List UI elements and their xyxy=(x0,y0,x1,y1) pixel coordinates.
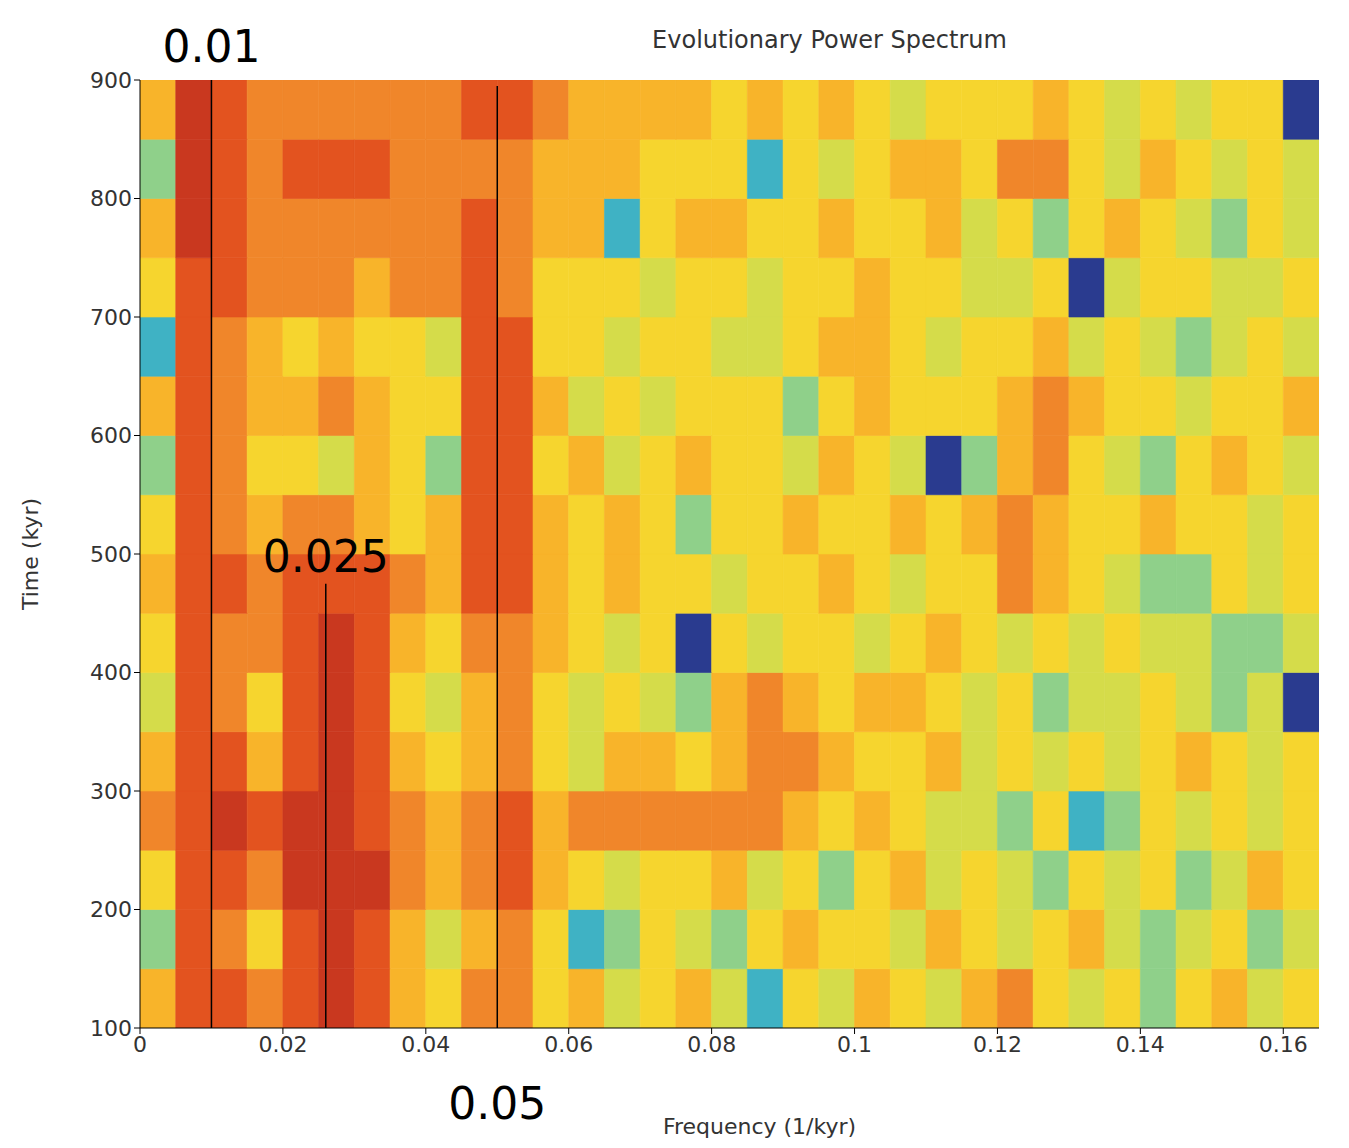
svg-text:800: 800 xyxy=(90,186,132,211)
svg-text:Time (kyr): Time (kyr) xyxy=(18,498,43,611)
svg-text:0.05: 0.05 xyxy=(448,1078,546,1129)
svg-text:0.06: 0.06 xyxy=(544,1032,593,1057)
svg-text:0.025: 0.025 xyxy=(263,531,389,582)
html-text:Evolutionary Power Spectrum: Evolutionary Power Spectrum xyxy=(652,26,1007,54)
svg-text:400: 400 xyxy=(90,660,132,685)
svg-text:0.1: 0.1 xyxy=(837,1032,872,1057)
svg-text:0: 0 xyxy=(133,1032,147,1057)
svg-text:0.04: 0.04 xyxy=(401,1032,450,1057)
svg-text:0.01: 0.01 xyxy=(162,21,260,72)
svg-text:0.08: 0.08 xyxy=(687,1032,736,1057)
svg-text:0.02: 0.02 xyxy=(258,1032,307,1057)
svg-text:0.12: 0.12 xyxy=(973,1032,1022,1057)
svg-text:600: 600 xyxy=(90,423,132,448)
svg-text:200: 200 xyxy=(90,897,132,922)
svg-text:0.14: 0.14 xyxy=(1116,1032,1165,1057)
svg-text:0.16: 0.16 xyxy=(1259,1032,1308,1057)
svg-text:900: 900 xyxy=(90,68,132,93)
svg-text:Frequency (1/kyr): Frequency (1/kyr) xyxy=(663,1114,856,1139)
svg-text:300: 300 xyxy=(90,779,132,804)
svg-text:700: 700 xyxy=(90,305,132,330)
svg-text:500: 500 xyxy=(90,542,132,567)
svg-text:100: 100 xyxy=(90,1016,132,1041)
